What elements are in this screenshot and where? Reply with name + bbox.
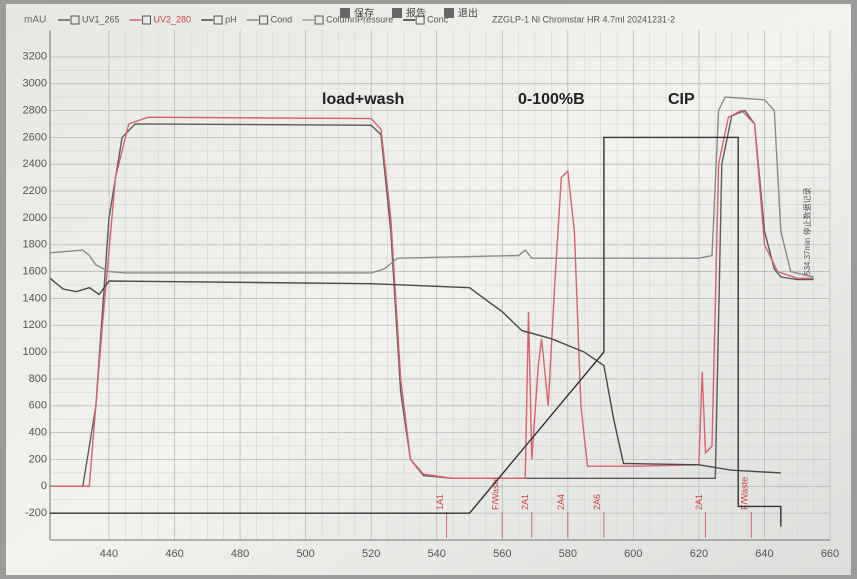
legend-label: Conc <box>427 14 449 24</box>
series-line <box>50 109 814 487</box>
y-tick-label: 1600 <box>23 265 47 277</box>
y-tick-label: 200 <box>29 453 47 465</box>
y-tick-label: -200 <box>25 507 47 519</box>
x-tick-label: 500 <box>296 548 314 560</box>
x-tick-label: 560 <box>493 548 511 560</box>
x-tick-label: 660 <box>821 548 839 560</box>
chart-title: ZZGLP-1 Ni Chromstar HR 4.7ml 20241231-2 <box>492 14 675 24</box>
toolbar-icon[interactable] <box>392 8 402 18</box>
y-tick-label: 3200 <box>23 51 47 63</box>
legend-label: ColumnPressure <box>326 14 393 24</box>
legend-label: pH <box>225 14 237 24</box>
fraction-label: F/Waste <box>491 477 501 510</box>
series-line <box>49 277 781 474</box>
y-tick-label: 0 <box>41 480 47 492</box>
y-tick-label: 1800 <box>23 239 47 251</box>
legend-checkbox[interactable] <box>213 15 223 25</box>
fraction-label: F/Waste <box>740 477 750 510</box>
fraction-label: 1A1 <box>435 494 445 510</box>
series-line <box>50 136 782 527</box>
legend-label: UV2_280 <box>154 14 192 24</box>
annotation: 0-100%B <box>518 91 585 108</box>
y-tick-label: 2400 <box>23 158 47 170</box>
toolbar-button[interactable]: 退出 <box>458 7 478 20</box>
legend-label: Cond <box>271 14 293 24</box>
x-tick-label: 640 <box>755 548 773 560</box>
fraction-label: 2A1 <box>694 494 704 510</box>
annotation: load+wash <box>322 91 404 108</box>
y-tick-label: 1200 <box>23 319 47 331</box>
legend-checkbox[interactable] <box>70 15 80 25</box>
y-tick-label: 3000 <box>23 78 47 90</box>
x-tick-label: 620 <box>690 548 708 560</box>
series-line <box>49 96 814 278</box>
legend-checkbox[interactable] <box>415 15 425 25</box>
toolbar-button[interactable]: 保存 <box>354 7 374 20</box>
legend-checkbox[interactable] <box>314 15 324 25</box>
toolbar-icon[interactable] <box>444 8 454 18</box>
annotation: 534.37min 停止数据记录 <box>802 187 812 275</box>
x-tick-label: 540 <box>428 548 446 560</box>
y-tick-label: 2000 <box>23 212 47 224</box>
x-tick-label: 440 <box>100 548 118 560</box>
x-tick-label: 580 <box>559 548 577 560</box>
y-tick-label: 2800 <box>23 104 47 116</box>
x-tick-label: 460 <box>165 548 183 560</box>
x-tick-label: 600 <box>624 548 642 560</box>
legend-checkbox[interactable] <box>259 15 269 25</box>
toolbar-icon[interactable] <box>340 8 350 18</box>
y-tick-label: 600 <box>29 400 47 412</box>
y-tick-label: 2600 <box>23 131 47 143</box>
y-tick-label: 1000 <box>23 346 47 358</box>
legend-checkbox[interactable] <box>142 15 152 25</box>
toolbar-button[interactable]: 报告 <box>406 7 426 20</box>
y-tick-label: 2200 <box>23 185 47 197</box>
annotation: CIP <box>668 91 695 108</box>
fraction-label: 2A6 <box>592 494 602 510</box>
y-tick-label: 800 <box>29 373 47 385</box>
y-tick-label: 1400 <box>23 292 47 304</box>
fraction-label: 2A1 <box>520 494 530 510</box>
legend-label: UV1_265 <box>82 14 120 24</box>
x-tick-label: 520 <box>362 548 380 560</box>
x-tick-label: 480 <box>231 548 249 560</box>
y-tick-label: 400 <box>29 427 47 439</box>
screen <box>6 4 851 575</box>
y-label: mAU <box>24 15 46 26</box>
fraction-label: 2A4 <box>556 494 566 510</box>
